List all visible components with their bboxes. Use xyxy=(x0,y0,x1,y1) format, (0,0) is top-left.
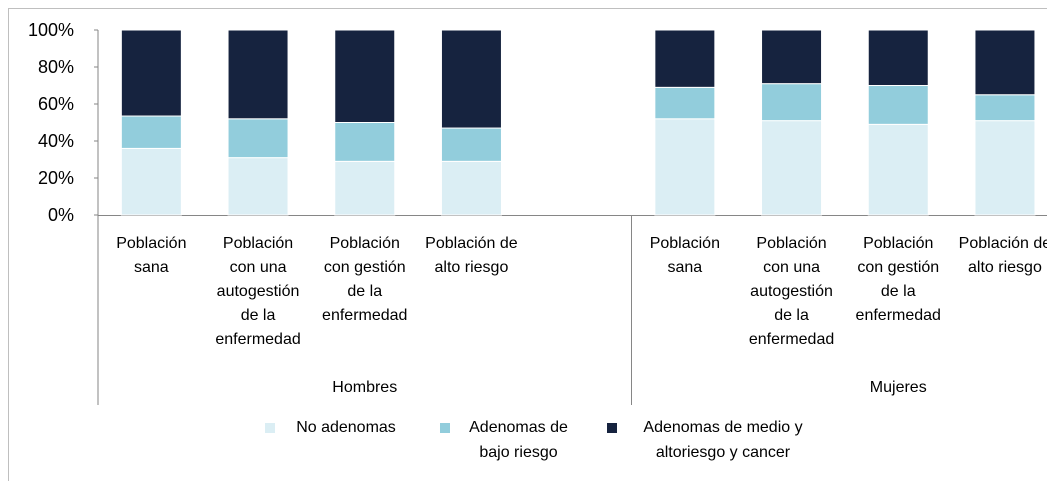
legend-item: No adenomas xyxy=(265,415,411,440)
y-tick-label: 20% xyxy=(37,168,74,188)
bar-segment xyxy=(334,29,396,123)
y-tick-label: 40% xyxy=(37,131,74,151)
x-tick-label: Población de alto riesgo xyxy=(425,235,518,276)
legend-swatch xyxy=(607,423,617,433)
x-tick-label: Población con una autogestión de la enfe… xyxy=(748,235,835,348)
y-tick-label: 60% xyxy=(37,94,74,114)
bar-segment xyxy=(120,147,182,216)
bar-segment xyxy=(974,120,1036,216)
bar-segment xyxy=(654,86,716,120)
x-tick-label: Población sana xyxy=(649,235,720,276)
legend-swatch xyxy=(265,423,275,433)
chart-frame xyxy=(8,8,1047,481)
bar-segment xyxy=(440,160,502,216)
legend-item: Adenomas de bajo riesgo xyxy=(440,415,581,465)
x-tick-label: Población sana xyxy=(116,235,187,276)
bar-segment xyxy=(334,122,396,162)
legend-swatch xyxy=(440,423,450,433)
legend-label: Adenomas de medio y altoriesgo y cancer xyxy=(643,419,803,461)
legend-label: Adenomas de bajo riesgo xyxy=(469,419,568,461)
bar-segment xyxy=(867,123,929,216)
bar-segment xyxy=(761,120,823,216)
x-tick-label: Población con una autogestión de la enfe… xyxy=(215,235,301,348)
bar-segment xyxy=(334,160,396,216)
bar-segment xyxy=(654,29,716,88)
bar-segment xyxy=(440,29,502,129)
bar-segment xyxy=(761,83,823,122)
x-tick-label: Población con gestión de la enfermedad xyxy=(855,235,941,324)
y-tick-label: 0% xyxy=(47,205,74,225)
legend-label: No adenomas xyxy=(296,419,396,436)
group-label: Hombres xyxy=(332,379,398,396)
bar-segment xyxy=(974,29,1036,96)
bar-segment xyxy=(227,29,289,120)
bar-segment xyxy=(120,29,182,117)
legend-item: Adenomas de medio y altoriesgo y cancer xyxy=(607,415,823,465)
bar-segment xyxy=(867,29,929,86)
x-tick-label: Población con gestión de la enfermedad xyxy=(322,235,408,324)
bar-segment xyxy=(227,118,289,159)
bar-segment xyxy=(120,115,182,149)
bar-segment xyxy=(227,157,289,216)
y-tick-label: 80% xyxy=(37,57,74,77)
bar-segment xyxy=(867,85,929,125)
x-tick-label: Población de alto riesgo xyxy=(958,235,1047,276)
bar-segment xyxy=(654,118,716,216)
bar-segment xyxy=(974,94,1036,122)
y-tick-label: 100% xyxy=(27,20,74,40)
bar-segment xyxy=(440,127,502,162)
bar-segment xyxy=(761,29,823,85)
group-label: Mujeres xyxy=(869,379,927,396)
